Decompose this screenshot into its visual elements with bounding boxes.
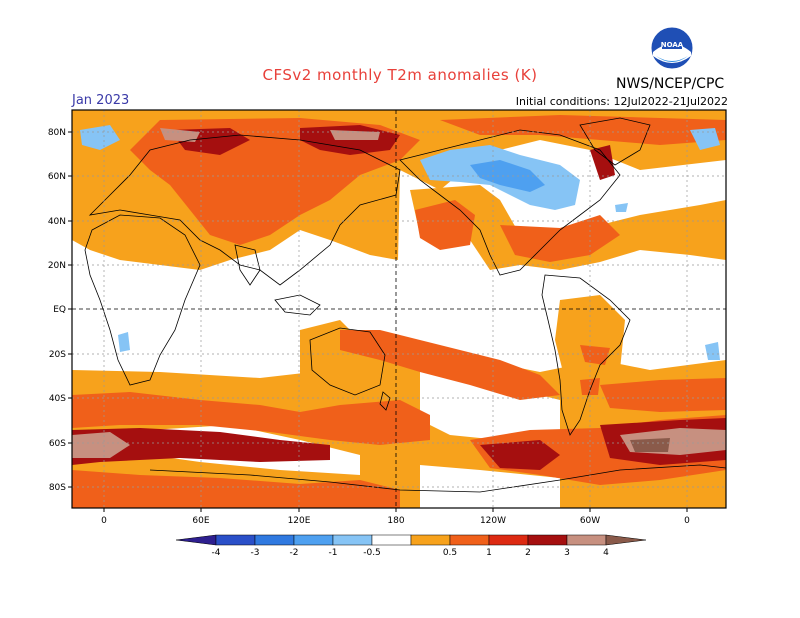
- colorbar-swatch: [332, 534, 373, 546]
- colorbar-arrow-high: [605, 534, 647, 546]
- colorbar-swatch: [254, 534, 295, 546]
- colorbar-tick-label: 1: [486, 548, 492, 558]
- colorbar-tick-label: 3: [564, 548, 570, 558]
- colorbar-swatch: [215, 534, 256, 546]
- colorbar-swatch: [449, 534, 490, 546]
- colorbar-arrow-low: [175, 534, 217, 546]
- lon-label: 120W: [480, 516, 506, 526]
- coastlines: [84, 117, 726, 493]
- colorbar-swatch: [410, 534, 451, 546]
- colorbar-tick-label: -2: [290, 548, 299, 558]
- colorbar-tick-label: 0.5: [443, 548, 457, 558]
- lon-label: 60E: [192, 516, 209, 526]
- forecast-month: Jan 2023: [72, 93, 130, 108]
- colorbar-tick-label: -1: [329, 548, 338, 558]
- lon-label: 180: [387, 516, 404, 526]
- lat-label: 80N: [48, 128, 66, 138]
- lon-ticks: [103, 508, 688, 512]
- lon-label: 0: [684, 516, 690, 526]
- colorbar-tick-label: -3: [251, 548, 260, 558]
- lon-label: 60W: [580, 516, 600, 526]
- agency-label: NWS/NCEP/CPC: [616, 76, 725, 92]
- lat-label: EQ: [53, 305, 66, 315]
- colorbar-swatch: [488, 534, 529, 546]
- colorbar-swatch: [371, 534, 412, 546]
- initial-conditions: Initial conditions: 12Jul2022-21Jul2022: [515, 95, 728, 108]
- lat-label: 80S: [49, 483, 66, 493]
- gridlines: [72, 110, 726, 508]
- colorbar-tick-label: 2: [525, 548, 531, 558]
- lon-label: 0: [101, 516, 107, 526]
- noaa-logo: NOAA: [650, 26, 694, 70]
- svg-text:NOAA: NOAA: [661, 41, 684, 49]
- lon-labels: 0 60E 120E 180 120W 60W 0: [101, 516, 690, 526]
- map-title: CFSv2 monthly T2m anomalies (K): [262, 66, 538, 84]
- colorbar-swatch: [293, 534, 334, 546]
- reference-lines: [72, 110, 726, 508]
- lat-label: 40S: [49, 394, 66, 404]
- lat-label: 20S: [49, 350, 66, 360]
- lat-label: 60S: [49, 439, 66, 449]
- lat-label: 60N: [48, 172, 66, 182]
- lon-label: 120E: [288, 516, 311, 526]
- lat-labels: 80N 60N 40N 20N EQ 20S 40S 60S 80S: [48, 128, 66, 493]
- colorbar-swatch: [566, 534, 607, 546]
- lat-label: 40N: [48, 217, 66, 227]
- colorbar-tick-label: -4: [212, 548, 221, 558]
- colorbar-tick-label: 4: [603, 548, 609, 558]
- anomaly-shading: [72, 110, 726, 508]
- lat-label: 20N: [48, 261, 66, 271]
- colorbar-tick-label: -0.5: [363, 548, 381, 558]
- colorbar-swatch: [527, 534, 568, 546]
- colorbar: -4 -3 -2 -1 -0.5 0.5 1 2 3 4: [175, 534, 647, 558]
- lat-ticks: [68, 131, 72, 488]
